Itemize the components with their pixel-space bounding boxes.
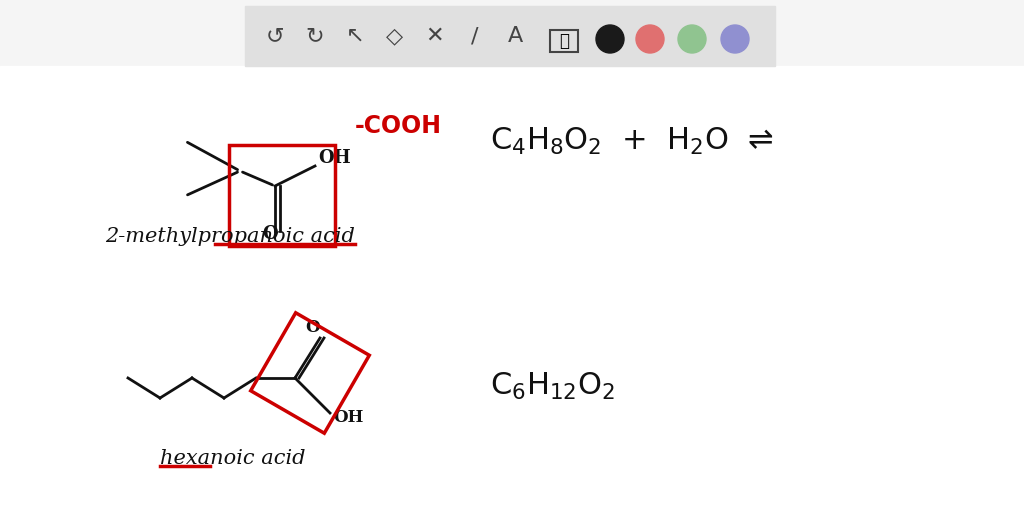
Text: O: O (306, 319, 321, 337)
Bar (550, 30, 578, 52)
Text: /: / (471, 26, 479, 46)
Bar (0, 66, 1024, 526)
Text: A: A (507, 26, 522, 46)
Circle shape (721, 25, 749, 53)
Text: OH: OH (333, 410, 364, 427)
Text: OH: OH (318, 149, 350, 167)
Text: -COOH: -COOH (355, 114, 442, 138)
Text: O: O (262, 225, 278, 243)
Text: 2-methylpropanoic acid: 2-methylpropanoic acid (105, 227, 355, 246)
Text: $\mathregular{C_4H_8O_2}$  +  $\mathregular{H_2O}$  ⇌: $\mathregular{C_4H_8O_2}$ + $\mathregula… (490, 125, 774, 157)
Circle shape (636, 25, 664, 53)
Text: ↖: ↖ (346, 26, 365, 46)
Circle shape (596, 25, 624, 53)
Text: hexanoic acid: hexanoic acid (160, 449, 305, 468)
Text: ◇: ◇ (386, 26, 403, 46)
Text: ↻: ↻ (306, 26, 325, 46)
Bar (245, 6, 775, 66)
Text: 🖼: 🖼 (559, 32, 569, 50)
Text: ↺: ↺ (265, 26, 285, 46)
Text: ✕: ✕ (426, 26, 444, 46)
Text: $\mathregular{C_6H_{12}O_2}$: $\mathregular{C_6H_{12}O_2}$ (490, 370, 615, 401)
Circle shape (678, 25, 706, 53)
